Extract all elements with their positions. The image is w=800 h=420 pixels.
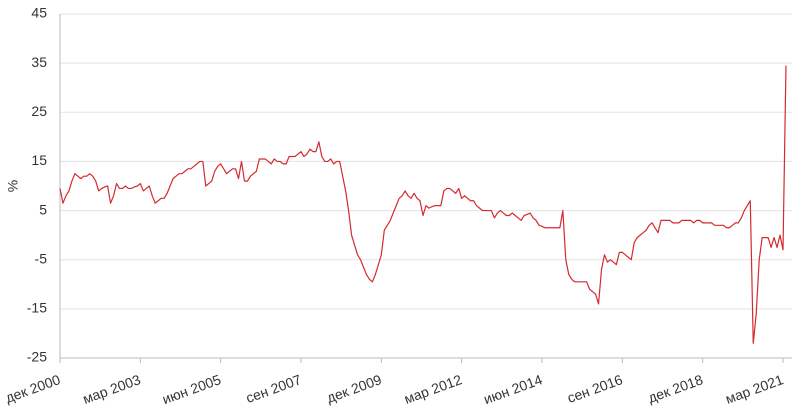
x-tick-label: дек 2009 [324, 371, 383, 406]
y-axis-label: % [5, 180, 21, 192]
x-tick-label: дек 2018 [646, 371, 705, 406]
y-tick-label: 15 [31, 152, 47, 168]
x-tick-label: мар 2021 [723, 371, 785, 407]
y-tick-label: -5 [35, 250, 48, 266]
y-tick-label: 35 [31, 54, 47, 70]
x-tick-label: мар 2012 [402, 371, 464, 407]
x-tick-label: дек 2000 [3, 371, 62, 406]
y-tick-label: -15 [27, 300, 47, 316]
x-tick-label: июн 2014 [481, 371, 544, 407]
x-tick-label: июн 2005 [160, 371, 223, 407]
x-tick-label: мар 2003 [81, 371, 143, 407]
y-tick-label: 45 [31, 5, 47, 21]
y-tick-label: 5 [39, 201, 47, 217]
line-series [59, 65, 787, 344]
y-tick-label: 25 [31, 103, 47, 119]
y-tick-label: -25 [27, 349, 47, 365]
x-tick-label: сен 2007 [244, 371, 304, 406]
x-tick-label: сен 2016 [565, 371, 625, 406]
